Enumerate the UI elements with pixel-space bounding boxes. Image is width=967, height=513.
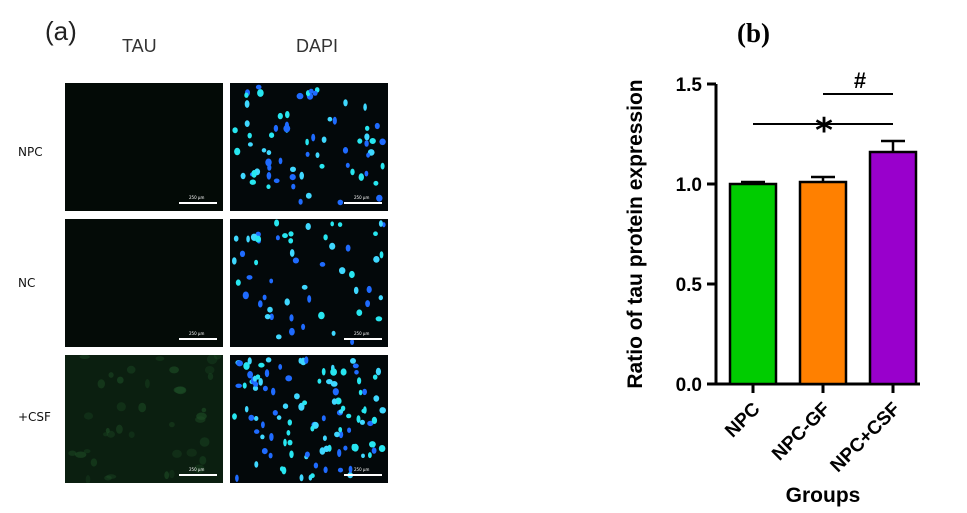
tau-micrograph-csf: 250 µm: [65, 355, 223, 483]
bar-npc: [728, 182, 778, 386]
bar-npc-gf: [798, 180, 848, 386]
panel-a-label: (a): [45, 16, 77, 46]
bar-npc-csf: [868, 150, 918, 386]
scale-bar: [344, 202, 382, 204]
scale-bar-label: 250 µm: [354, 195, 370, 200]
dapi-micrograph-nc: 250 µm: [230, 219, 388, 347]
column-header-dapi: DAPI: [296, 36, 339, 56]
y-axis-title: Ratio of tau protein expression: [624, 79, 647, 388]
tau-micrograph-nc: 250 µm: [65, 219, 223, 347]
y-tick-label: 0.0: [676, 375, 702, 396]
row-label-npc: NPC: [18, 145, 43, 159]
scale-bar: [344, 338, 382, 340]
x-tick-label: NPC: [721, 398, 764, 441]
dapi-micrograph-csf: 250 µm: [230, 355, 388, 483]
significance-marker-hash: #: [854, 68, 866, 93]
x-tick-label: NPC+CSF: [827, 399, 905, 477]
row-label-nc: NC: [18, 276, 36, 290]
y-tick-label: 1.0: [676, 175, 702, 196]
column-header-tau: TAU: [122, 36, 157, 56]
row-label-csf: +CSF: [18, 410, 51, 424]
x-tick-label: NPC-GF: [768, 399, 834, 465]
scale-bar-label: 250 µm: [354, 467, 370, 472]
y-tick-label: 1.5: [676, 75, 703, 96]
scale-bar: [179, 202, 217, 204]
scale-bar-label: 250 µm: [189, 467, 205, 472]
scale-bar-label: 250 µm: [354, 331, 370, 336]
y-tick-label: 0.5: [676, 275, 703, 296]
scale-bar: [344, 474, 382, 476]
x-axis-title: Groups: [786, 484, 861, 507]
scale-bar: [179, 338, 217, 340]
scale-bar: [179, 474, 217, 476]
significance-marker-star: *: [815, 111, 833, 151]
scale-bar-label: 250 µm: [189, 195, 205, 200]
panel-b-label: (b): [737, 18, 770, 48]
dapi-micrograph-npc: 250 µm: [230, 83, 388, 211]
scale-bar-label: 250 µm: [189, 331, 205, 336]
tau-micrograph-npc: 250 µm: [65, 83, 223, 211]
